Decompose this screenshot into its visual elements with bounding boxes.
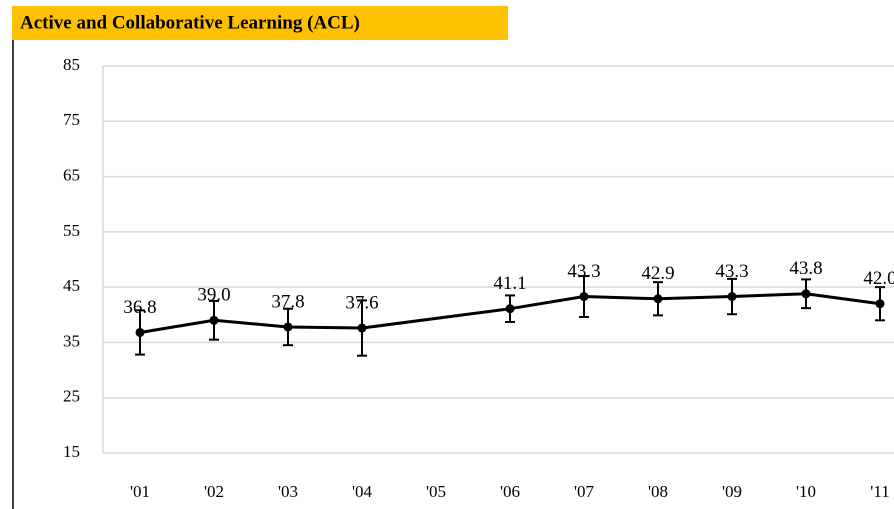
x-tick-label: '07: [574, 482, 595, 501]
data-label: 42.0: [863, 268, 894, 289]
x-tick-label: '04: [352, 482, 373, 501]
data-label: 43.3: [715, 261, 748, 282]
x-tick-label: '06: [500, 482, 520, 501]
data-label: 42.9: [641, 263, 674, 284]
x-tick-label: '05: [426, 482, 446, 501]
data-label: 41.1: [493, 273, 526, 294]
title-background: [12, 6, 508, 40]
point: [579, 292, 589, 302]
y-tick-label: 75: [63, 110, 80, 129]
y-tick-label: 65: [63, 165, 80, 184]
y-tick-label: 85: [63, 55, 80, 74]
data-label: 37.6: [345, 292, 378, 313]
data-label: 36.8: [123, 297, 156, 318]
point: [135, 327, 145, 337]
point: [505, 304, 515, 314]
x-tick-label: '02: [204, 482, 224, 501]
y-tick-label: 55: [63, 221, 80, 240]
line: [509, 292, 881, 311]
x-tick-label: '11: [870, 482, 889, 501]
data-label: 43.8: [789, 258, 822, 279]
data-label: 43.3: [567, 261, 600, 282]
x-tick-label: '03: [278, 482, 298, 501]
chart-title: Active and Collaborative Learning (ACL): [20, 12, 360, 33]
y-tick-label: 35: [63, 331, 80, 350]
line: [139, 318, 363, 334]
x-tick-label: '08: [648, 482, 668, 501]
x-tick-label: '10: [796, 482, 816, 501]
x-tick-label: '09: [722, 482, 742, 501]
point: [209, 315, 219, 325]
point: [875, 299, 885, 309]
y-tick-label: 15: [63, 442, 80, 461]
y-tick-label: 25: [63, 387, 80, 406]
point: [357, 323, 367, 333]
point: [283, 322, 293, 332]
data-label: 37.8: [271, 291, 304, 312]
point: [653, 294, 663, 304]
data-label: 39.0: [197, 285, 230, 306]
point: [727, 292, 737, 302]
x-tick-label: '01: [130, 482, 150, 501]
point: [801, 289, 811, 299]
line-connector: [361, 307, 511, 330]
y-tick-label: 45: [63, 276, 80, 295]
